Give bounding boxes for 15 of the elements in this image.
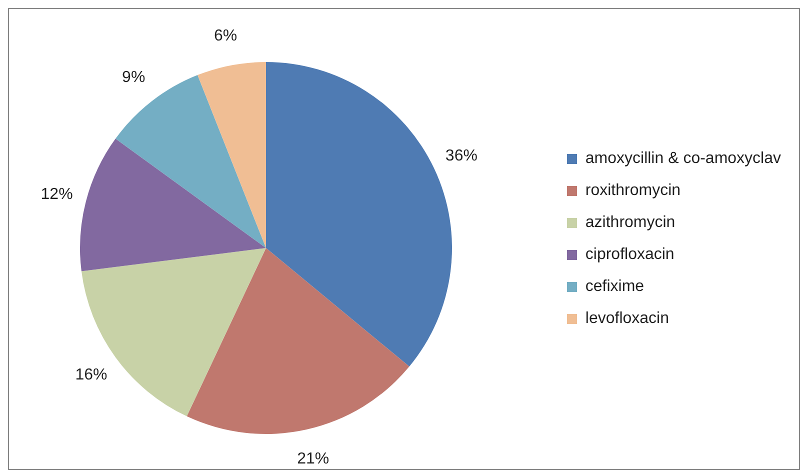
data-label: 6% [214,27,238,44]
pie-slice [198,62,266,248]
legend-label: amoxycillin & co-amoxyclav [585,149,781,169]
pie-slice [80,138,266,272]
pie-slice [186,248,410,434]
legend-label: roxithromycin [585,181,681,201]
data-label: 36% [445,148,478,165]
legend-label: ciprofloxacin [585,245,674,265]
data-label: 16% [75,366,108,384]
legend-label: cefixime [585,277,644,297]
legend-label: azithromycin [585,213,676,233]
data-label: 21% [297,450,330,468]
legend-label: levofloxacin [585,309,669,329]
data-label: 12% [40,186,73,203]
data-label: 9% [122,68,146,86]
